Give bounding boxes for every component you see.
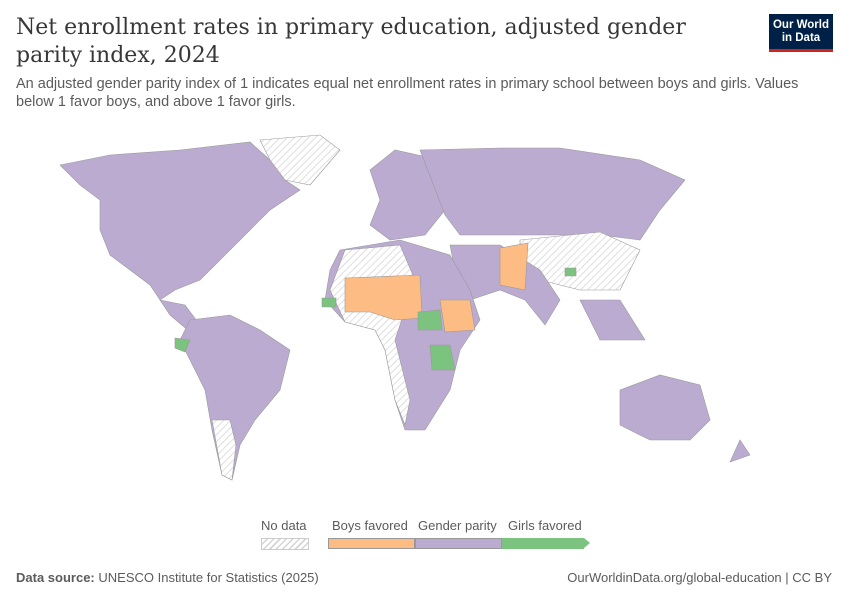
legend-no-data-label: No data <box>261 518 307 533</box>
region-ethiopia-boys-favored[interactable] <box>439 299 476 333</box>
region-sahel-boys-favored[interactable] <box>344 274 423 321</box>
region-tanzania-girls-favored[interactable] <box>429 344 456 371</box>
data-source-text: UNESCO Institute for Statistics (2025) <box>98 570 319 585</box>
legend-label-parity: Gender parity <box>418 518 497 533</box>
data-source: Data source: UNESCO Institute for Statis… <box>16 570 319 585</box>
legend-swatch-parity[interactable] <box>415 538 502 549</box>
region-south-america[interactable] <box>179 314 291 481</box>
data-source-label: Data source: <box>16 570 95 585</box>
legend-swatch-boys[interactable] <box>328 538 415 549</box>
region-south-america-nodata[interactable] <box>211 419 237 481</box>
region-bangladesh-girls-favored[interactable] <box>564 267 577 277</box>
region-south-sudan-girls-favored[interactable] <box>417 309 443 331</box>
region-new-zealand[interactable] <box>729 439 751 463</box>
legend-swatch-girls[interactable] <box>502 538 584 549</box>
region-pakistan-boys-favored[interactable] <box>499 242 529 291</box>
region-russia-asia[interactable] <box>419 147 686 241</box>
region-southeast-asia[interactable] <box>579 299 646 341</box>
region-europe[interactable] <box>369 149 446 241</box>
legend-arrow-icon <box>584 538 590 548</box>
legend-no-data-swatch <box>261 538 309 550</box>
owid-logo[interactable]: Our World in Data <box>769 14 833 52</box>
region-north-america[interactable] <box>59 141 301 301</box>
region-australia[interactable] <box>619 374 711 441</box>
region-senegal-girls-favored[interactable] <box>321 297 337 308</box>
region-ecuador-girls-favored[interactable] <box>174 337 191 353</box>
chart-title: Net enrollment rates in primary educatio… <box>16 15 686 68</box>
region-greenland[interactable] <box>259 134 341 186</box>
legend-label-boys: Boys favored <box>332 518 408 533</box>
chart-subtitle: An adjusted gender parity index of 1 ind… <box>16 76 799 110</box>
world-map[interactable] <box>0 130 850 500</box>
legend-label-girls: Girls favored <box>508 518 582 533</box>
footer-url[interactable]: OurWorldinData.org/global-education | CC… <box>567 570 832 585</box>
